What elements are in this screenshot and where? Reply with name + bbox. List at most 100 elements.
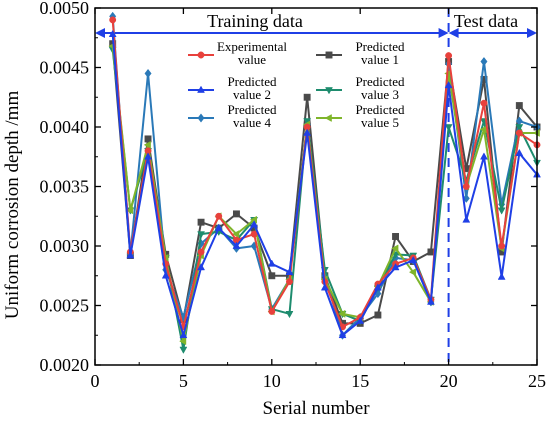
series-2-point	[214, 223, 223, 231]
series-5-point	[338, 309, 346, 318]
series-2-point	[515, 148, 524, 156]
series-2-point	[267, 259, 276, 267]
series-1-point	[144, 135, 152, 143]
series-1-point	[427, 248, 435, 256]
series-0-point	[268, 308, 276, 315]
series-0-point	[197, 248, 205, 256]
y-tick-label: 0.0035	[40, 177, 90, 197]
series-2-point	[373, 283, 382, 291]
series-2-point	[285, 267, 294, 275]
legend-item-5: Predicted value 5	[316, 102, 405, 130]
series-1-point	[515, 102, 523, 110]
legend-swatch-marker	[324, 114, 332, 122]
test-data-label: Test data	[454, 11, 518, 31]
series-5-point	[126, 206, 134, 215]
legend-swatch-marker	[325, 87, 333, 95]
series-2-point	[108, 29, 117, 37]
legend-label: Predicted value 1	[355, 39, 405, 67]
y-tick-label: 0.0025	[40, 296, 90, 316]
series-3-point	[444, 124, 453, 132]
series-2-point	[497, 272, 506, 280]
series-1-point	[374, 311, 382, 319]
training-arrow-left-head	[95, 28, 105, 38]
legend-label: Predicted value 4	[227, 102, 277, 130]
series-2-point	[197, 263, 206, 271]
legend-item-3: Predicted value 3	[316, 74, 405, 102]
series-2-point	[144, 152, 152, 160]
series-5-point	[179, 337, 187, 346]
series-5-point	[232, 230, 240, 239]
plot-layer	[95, 8, 541, 365]
legend-swatch-marker	[197, 51, 205, 59]
series-2-point	[356, 316, 365, 324]
series-1-point	[197, 218, 205, 226]
x-tick-label: 25	[528, 371, 546, 391]
series-2-point	[232, 241, 241, 249]
series-0-point	[215, 212, 223, 220]
series-0-point	[498, 242, 506, 250]
series-2-point	[250, 220, 259, 228]
legend-label: Experimental value	[217, 39, 287, 67]
series-2-point	[320, 283, 329, 291]
y-tick-label: 0.0020	[40, 355, 90, 375]
y-axis-label: Uniform corrosion depth /mm	[2, 91, 23, 320]
series-3-point	[197, 231, 206, 239]
y-tick-label: 0.0030	[40, 236, 90, 256]
series-3-point	[179, 346, 188, 354]
x-tick-label: 20	[440, 371, 458, 391]
legend-item-2: Predicted value 2	[188, 74, 277, 102]
axes-layer: 0 5 10 15 20 25 0.0020 0.0025 0.0030 0.0035 0.0040…	[40, 0, 547, 391]
series-3-point	[497, 207, 506, 215]
test-arrow-right-head	[527, 28, 537, 38]
series-0-point	[480, 99, 488, 107]
legend: Experimental value Predicted value 1 Predict…	[188, 39, 405, 130]
y-tick-label: 0.0045	[40, 58, 90, 78]
series-0-point	[515, 129, 523, 137]
series-0-point	[286, 278, 293, 286]
series-4-point	[144, 68, 152, 79]
series-3-point	[285, 311, 294, 319]
y-tick-label: 0.0050	[40, 0, 90, 18]
legend-label: Predicted value 2	[227, 74, 277, 102]
series-4-point	[480, 56, 488, 67]
series-2-point	[126, 251, 135, 259]
series-2-point	[480, 152, 488, 160]
series-2-point	[444, 80, 453, 89]
series-0-point	[462, 183, 470, 190]
legend-swatch-marker	[325, 51, 333, 59]
training-data-label: Training data	[207, 11, 303, 31]
series-2-point	[462, 215, 471, 223]
test-arrow-left-head	[448, 28, 459, 38]
series-1-point	[268, 272, 276, 280]
series-0-point	[445, 52, 453, 60]
legend-swatch-marker	[197, 85, 205, 93]
legend-item-1: Predicted value 1	[316, 39, 405, 67]
legend-item-0: Experimental value	[188, 39, 287, 67]
series-2-point	[161, 271, 170, 279]
series-2	[108, 29, 541, 339]
legend-swatch-marker	[197, 113, 205, 123]
series-1-point	[232, 210, 240, 218]
series-2-point	[338, 330, 347, 339]
series-2-point	[426, 297, 435, 305]
series-2-point	[303, 128, 312, 136]
legend-item-4: Predicted value 4	[188, 102, 277, 130]
y-tick-label: 0.0040	[40, 117, 90, 137]
training-arrow-right-head	[438, 28, 449, 38]
series-5-point	[391, 244, 399, 253]
series-0-point	[109, 16, 117, 24]
x-tick-label: 10	[263, 371, 281, 391]
series-1-point	[392, 233, 400, 240]
legend-label: Predicted value 3	[355, 74, 405, 102]
series-2-point	[179, 330, 188, 339]
series-5-point	[143, 140, 151, 149]
x-tick-label: 15	[351, 371, 369, 391]
series-2-point	[409, 255, 418, 264]
legend-label: Predicted value 5	[355, 102, 405, 130]
series-3-point	[515, 124, 524, 132]
series-1-point	[303, 93, 311, 101]
x-tick-label: 0	[91, 371, 100, 391]
x-axis-label: Serial number	[262, 398, 370, 419]
